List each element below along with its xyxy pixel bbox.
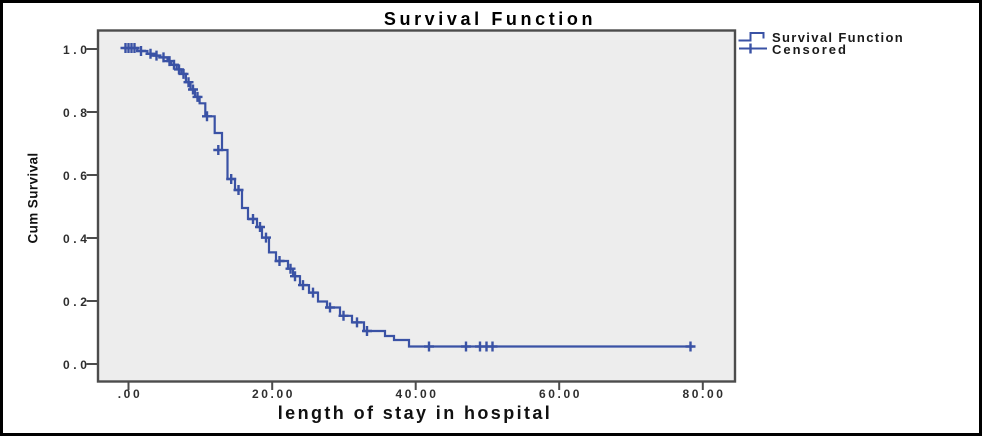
svg-text:0.4: 0.4	[63, 232, 90, 246]
svg-text:0.0: 0.0	[63, 358, 90, 372]
svg-text:20.00: 20.00	[252, 387, 295, 401]
svg-text:80.00: 80.00	[682, 387, 725, 401]
svg-text:1.0: 1.0	[63, 43, 90, 57]
svg-text:length of stay in hospital: length of stay in hospital	[278, 403, 552, 423]
svg-text:0.2: 0.2	[63, 295, 90, 309]
svg-text:40.00: 40.00	[395, 387, 438, 401]
svg-text:Cum Survival: Cum Survival	[26, 152, 41, 243]
svg-text:0.8: 0.8	[63, 106, 90, 120]
svg-text:.00: .00	[118, 387, 142, 401]
svg-text:Survival Function: Survival Function	[772, 30, 904, 45]
svg-text:Survival Function: Survival Function	[384, 9, 596, 29]
svg-text:60.00: 60.00	[539, 387, 582, 401]
svg-text:Censored: Censored	[772, 42, 848, 57]
svg-text:0.6: 0.6	[63, 169, 90, 183]
